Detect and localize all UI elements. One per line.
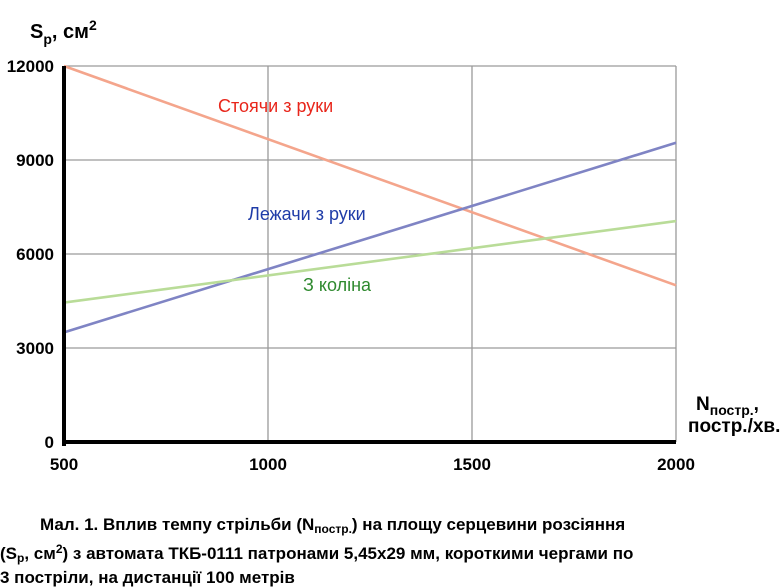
figure-caption: Мал. 1. Вплив темпу стрільби (Nпостр.) н… (0, 515, 781, 588)
y-tick-label-6000: 6000 (16, 245, 54, 264)
series-label-standing: Стоячи з руки (218, 96, 333, 116)
chart: 0 3000 6000 9000 12000 500 1000 1500 2000 Sp, см… (7, 17, 781, 474)
y-tick-label-0: 0 (45, 433, 54, 452)
x-axis-unit: постр./хв. (688, 416, 780, 437)
y-tick-label-3000: 3000 (16, 339, 54, 358)
series-lines (63, 64, 677, 334)
series-line-1 (63, 141, 677, 334)
x-tick-label-1000: 1000 (249, 455, 287, 474)
y-tick-label-12000: 12000 (7, 57, 54, 76)
x-tick-label-1500: 1500 (453, 455, 491, 474)
x-tick-label-2000: 2000 (657, 455, 695, 474)
x-tick-label-500: 500 (50, 455, 78, 474)
x-axis-label: Nпостр., (696, 394, 759, 418)
y-axis-label: Sp, см2 (30, 17, 97, 47)
series-line-0 (63, 64, 677, 287)
axes (62, 66, 676, 446)
series-label-lying: Лежачи з руки (248, 204, 366, 224)
y-tick-label-9000: 9000 (16, 151, 54, 170)
grid (64, 65, 677, 442)
tick-labels: 0 3000 6000 9000 12000 500 1000 1500 2000 (7, 57, 695, 474)
caption-line-2: (Sр, см2) з автомата ТКБ-0111 патронами … (0, 542, 634, 565)
series-line-2 (63, 219, 677, 304)
caption-line-1: Мал. 1. Вплив темпу стрільби (Nпостр.) н… (40, 515, 626, 536)
caption-line-3: 3 постріли, на дистанції 100 метрів (0, 568, 295, 587)
series-label-kneeling: З коліна (303, 275, 372, 295)
